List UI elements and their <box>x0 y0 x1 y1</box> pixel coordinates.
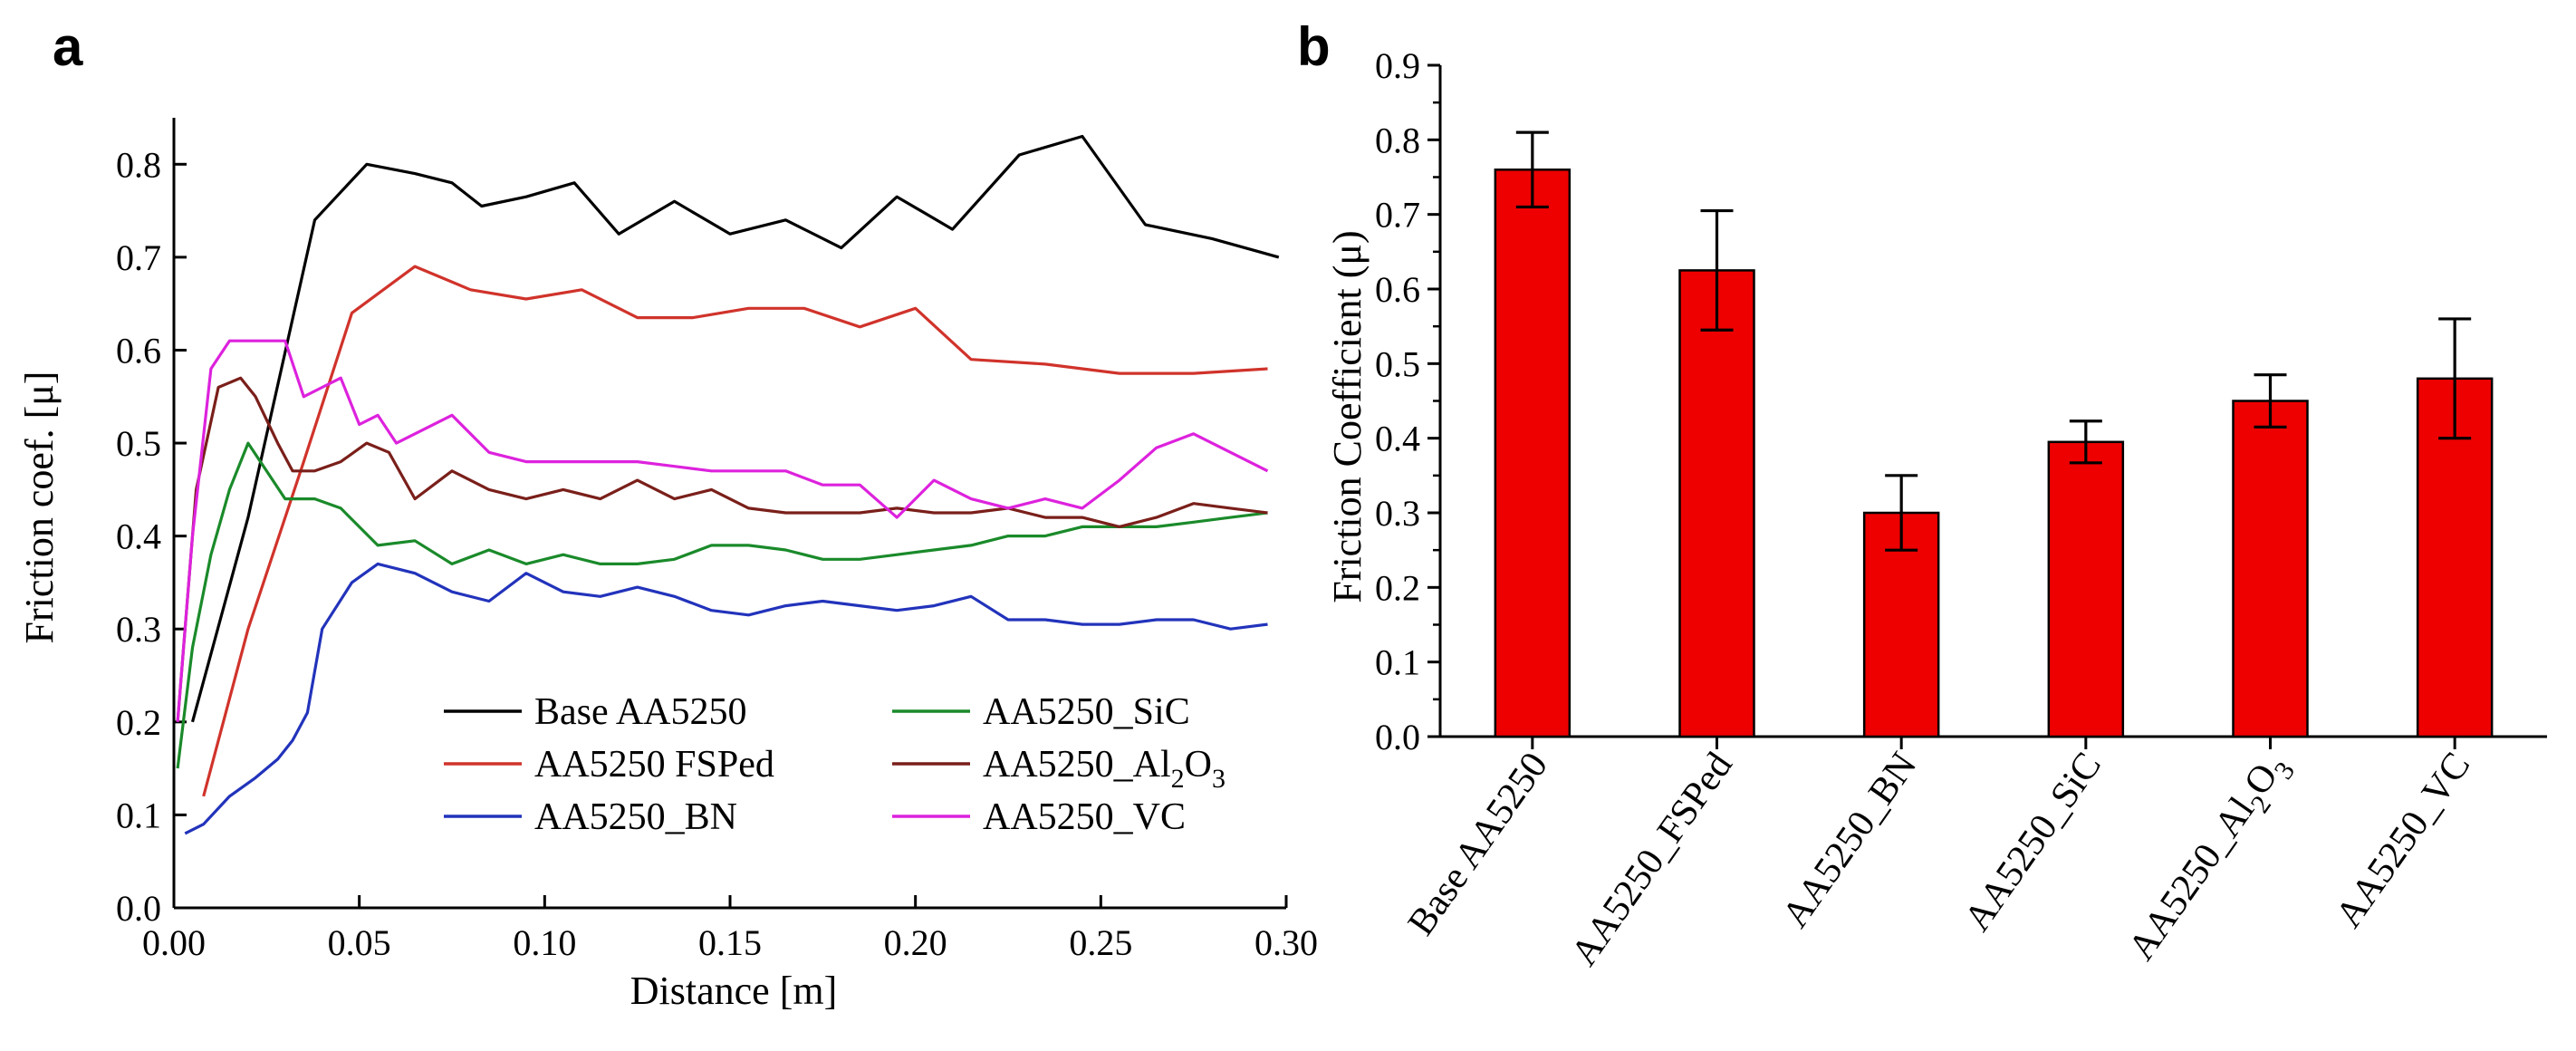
legend-label: AA5250 FSPed <box>534 744 774 786</box>
panel-a-label: a <box>53 16 83 77</box>
bar-base-aa5250 <box>1494 169 1572 738</box>
panel-a-line-chart: a Friction coef. [μ] Distance [m] 0.0 0.1… <box>17 16 1318 1013</box>
category-label: AA5250_VC <box>2328 745 2478 935</box>
panel-a-x-tick-label: 0.10 <box>513 922 576 963</box>
panel-b-y-tick-label: 0.0 <box>1375 717 1420 757</box>
panel-b-y-tick-label: 0.3 <box>1375 493 1420 534</box>
category-label-main: AA5250_SiC <box>1956 745 2110 939</box>
panel-b-y-tick-label: 0.5 <box>1375 343 1420 384</box>
legend-label-main: AA5250_BN <box>534 796 737 838</box>
panel-b-label: b <box>1297 16 1331 77</box>
panel-a-x-tick-label: 0.15 <box>698 922 762 963</box>
panel-b-y-axis-label: Friction Coefficient (μ) <box>1325 230 1370 603</box>
bar-aa5250-sic <box>2047 440 2125 738</box>
legend-label-main: AA5250_SiC <box>983 691 1190 733</box>
category-label-main: AA5250_FSPed <box>1563 745 1741 973</box>
panel-a-x-tick-label: 0.05 <box>328 922 391 963</box>
panel-a-x-tick-label: 0.25 <box>1069 922 1132 963</box>
panel-a-y-tick-label: 0.5 <box>116 423 161 464</box>
category-label: AA5250_BN <box>1774 745 1925 935</box>
series-line-aa5250-bn <box>184 562 1268 835</box>
series-line-base-aa5250 <box>190 134 1280 723</box>
category-label: AA5250_FSPed <box>1563 745 1741 973</box>
category-label-main: AA5250_VC <box>2328 745 2478 935</box>
panel-b-y-tick-label: 0.2 <box>1375 567 1420 608</box>
legend-label-main: AA5250_VC <box>983 796 1186 838</box>
panel-a-y-axis-label: Friction coef. [μ] <box>17 371 62 644</box>
panel-a-y-tick-label: 0.3 <box>116 609 161 650</box>
panel-a-series-lines <box>176 134 1280 835</box>
panel-b-y-tick-label: 0.4 <box>1375 419 1420 459</box>
series-line-aa5250-fsped <box>202 265 1268 797</box>
category-label: Base AA5250 <box>1400 745 1556 942</box>
panel-a-axes: 0.0 0.1 0.2 0.3 0.4 0.5 0.6 0.7 0.8 0.00 0.05 0.10 0… <box>116 118 1318 963</box>
bar-aa5250-fsped <box>1678 269 1755 738</box>
panel-a-x-tick-label: 0.30 <box>1254 922 1318 963</box>
panel-b-axes: 0.0 0.1 0.2 0.3 0.4 0.5 0.6 0.7 0.8 0.9 <box>1375 45 2547 757</box>
legend-label: AA5250_Al2O3 <box>983 744 1226 794</box>
series-line-aa5250-sic <box>176 441 1268 769</box>
panel-a-x-tick-label: 0.00 <box>142 922 206 963</box>
legend-label: AA5250_SiC <box>983 691 1190 733</box>
legend-label-sub: 2 <box>1171 764 1185 794</box>
category-label: AA5250_SiC <box>1956 745 2110 939</box>
legend-label-main: AA5250_Al <box>983 744 1171 786</box>
legend-label-sub2: 3 <box>1212 764 1226 794</box>
panel-b-y-tick-label: 0.9 <box>1375 45 1420 86</box>
legend-label-main: AA5250 FSPed <box>534 744 774 786</box>
panel-a-y-tick-label: 0.6 <box>116 330 161 371</box>
panel-b-y-tick-label: 0.1 <box>1375 642 1420 683</box>
panel-a-y-tick-label: 0.8 <box>116 144 161 185</box>
legend-label: AA5250_BN <box>534 796 737 838</box>
series-line-aa5250-vc <box>176 339 1269 722</box>
bar-aa5250-al2o3 <box>2232 400 2309 738</box>
legend-label-tail: O <box>1185 744 1212 786</box>
panel-a-legend: Base AA5250 AA5250 FSPed AA5250_BN AA5250_S… <box>444 691 1226 838</box>
panel-b-y-tick-label: 0.7 <box>1375 195 1420 236</box>
panel-a-y-tick-label: 0.1 <box>116 795 161 835</box>
series-line-aa5250-al2o3 <box>176 376 1268 722</box>
panel-b-y-tick-label: 0.8 <box>1375 120 1420 160</box>
legend-label-main: Base AA5250 <box>534 691 747 733</box>
panel-b-bar-chart: b Friction Coefficient (μ) 0.00.10.20.30… <box>1297 16 2547 973</box>
panel-a-x-tick-label: 0.20 <box>884 922 947 963</box>
panel-b-y-tick-label: 0.6 <box>1375 269 1420 310</box>
panel-b-bars: Base AA5250 AA5250_FSPed AA5250_BN AA5250_S… <box>1400 130 2494 973</box>
legend-label: Base AA5250 <box>534 691 747 733</box>
category-label-main: Base AA5250 <box>1400 745 1556 942</box>
panel-a-y-tick-label: 0.2 <box>116 702 161 743</box>
legend-label: AA5250_VC <box>983 796 1186 838</box>
category-label-main: AA5250_Al <box>2120 790 2263 968</box>
panel-a-y-tick-label: 0.0 <box>116 888 161 929</box>
category-label: AA5250_Al2O3 <box>2120 745 2301 972</box>
category-label-main: AA5250_BN <box>1774 745 1925 935</box>
panel-a-y-tick-label: 0.7 <box>116 237 161 278</box>
panel-a-y-tick-label: 0.4 <box>116 516 161 557</box>
panel-a-x-axis-label: Distance [m] <box>630 969 837 1013</box>
